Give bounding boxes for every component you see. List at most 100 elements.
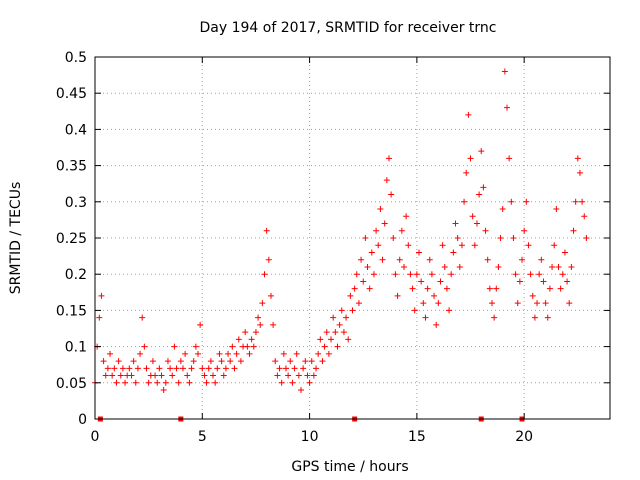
x-axis-title: GPS time / hours [291, 459, 408, 475]
data-point [139, 314, 146, 321]
data-point [561, 249, 568, 256]
data-point [248, 336, 255, 343]
data-point [422, 314, 429, 321]
data-point [261, 271, 268, 278]
data-point [448, 271, 455, 278]
data-point [501, 68, 508, 75]
data-point [195, 350, 201, 357]
data-point [454, 235, 461, 241]
data-point [478, 148, 485, 155]
data-point [484, 256, 491, 263]
data-point [471, 242, 478, 249]
data-point [109, 372, 116, 379]
data-point [295, 372, 302, 379]
data-point [349, 307, 356, 314]
data-point [98, 292, 105, 299]
data-point [463, 169, 470, 176]
data-point [452, 220, 459, 227]
data-point [246, 350, 253, 357]
data-point [497, 235, 504, 241]
data-point [570, 227, 577, 234]
data-point [102, 372, 109, 379]
data-point [536, 271, 543, 278]
data-point [482, 227, 489, 234]
data-point [267, 292, 274, 299]
data-point [377, 206, 384, 213]
data-point [119, 365, 126, 372]
y-axis-title: SRMTID / TECUs [8, 182, 24, 295]
data-point [336, 321, 343, 328]
data-point [486, 285, 493, 292]
data-point [508, 198, 515, 205]
data-point [521, 227, 528, 234]
data-point [467, 155, 474, 162]
data-point [122, 379, 129, 386]
data-point [568, 263, 575, 270]
data-point [218, 358, 225, 365]
data-point [510, 235, 517, 241]
data-point [289, 379, 296, 386]
data-point [179, 365, 186, 372]
data-point [506, 155, 513, 162]
y-tick-label: 0.15 [56, 303, 87, 319]
data-point [441, 263, 448, 270]
data-point [287, 358, 294, 365]
data-point [199, 365, 206, 372]
data-point [96, 314, 103, 321]
data-point [244, 343, 251, 350]
data-point [250, 343, 257, 350]
data-point [310, 372, 317, 379]
data-point [263, 227, 270, 234]
x-tick-label: 10 [301, 429, 319, 445]
y-tick-label: 0.45 [56, 86, 87, 102]
data-point [388, 191, 395, 198]
grid-lines [95, 57, 610, 419]
data-point [358, 256, 365, 263]
data-point [201, 372, 208, 379]
data-point [360, 278, 367, 285]
data-point [313, 365, 320, 372]
data-point [465, 111, 472, 118]
data-point [132, 379, 139, 386]
data-point [583, 235, 590, 241]
data-point [383, 177, 390, 184]
data-point [186, 379, 193, 386]
data-point [469, 213, 476, 220]
y-tick-label: 0.4 [65, 122, 87, 138]
data-point [332, 329, 339, 336]
data-point [117, 372, 124, 379]
data-point [334, 343, 341, 350]
data-point [203, 379, 210, 386]
data-point [158, 372, 165, 379]
data-point [107, 350, 114, 357]
data-point [220, 372, 227, 379]
data-point [328, 336, 335, 343]
data-point [405, 242, 412, 249]
data-point [257, 321, 264, 328]
data-point [546, 285, 553, 292]
data-point [154, 379, 161, 386]
data-point [416, 249, 423, 256]
data-point [529, 292, 536, 299]
data-point [544, 314, 551, 321]
data-point [353, 271, 360, 278]
data-point [347, 292, 354, 299]
data-point [210, 372, 217, 379]
data-point [282, 365, 289, 372]
data-point [308, 358, 315, 365]
data-point [298, 387, 304, 394]
data-point [531, 314, 538, 321]
data-point [493, 285, 500, 292]
data-point [323, 329, 330, 336]
data-point [480, 184, 487, 191]
data-point [227, 358, 234, 365]
data-point [439, 242, 446, 249]
data-point [499, 206, 506, 213]
data-point [351, 285, 358, 292]
data-point [141, 343, 148, 350]
data-point [564, 278, 571, 285]
data-point [233, 350, 240, 357]
data-point [401, 263, 407, 270]
data-point [435, 300, 442, 307]
axis-ticks: 0 0.05 0.1 0.15 0.2 0.25 0.3 0.35 0.4 0.45 0.5 0 5 10… [56, 50, 610, 445]
